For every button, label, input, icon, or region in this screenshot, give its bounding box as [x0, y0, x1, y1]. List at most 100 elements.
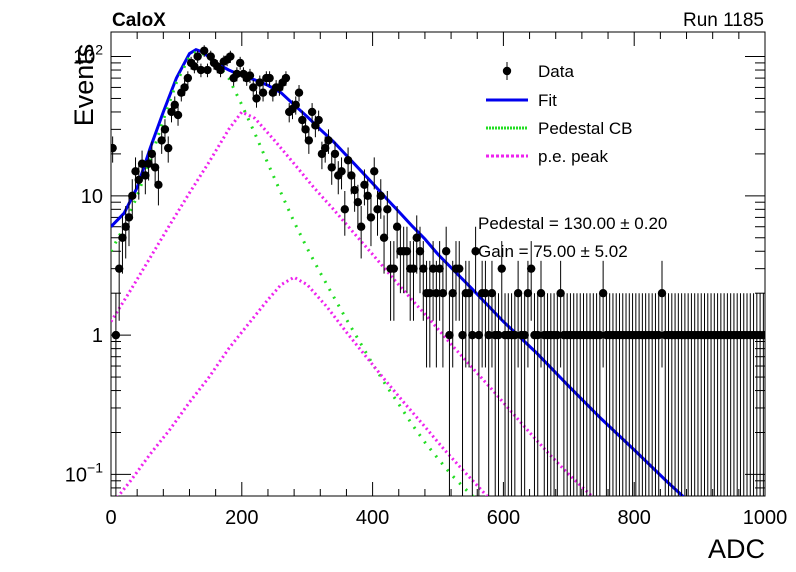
data-point	[510, 293, 520, 496]
data-point	[183, 71, 193, 86]
data-marker	[526, 264, 536, 273]
data-marker	[340, 205, 350, 214]
data-marker	[180, 83, 189, 92]
data-point	[141, 161, 150, 195]
data-marker	[298, 115, 307, 125]
data-marker	[147, 149, 157, 159]
data-point	[553, 293, 562, 496]
data-marker	[448, 288, 457, 298]
x-tick-label: 800	[618, 507, 651, 529]
data-marker	[320, 143, 330, 153]
y-tick-label: 10	[81, 186, 103, 208]
data-marker	[415, 247, 425, 256]
data-marker	[183, 73, 193, 83]
data-marker	[468, 330, 477, 340]
y-tick-label: 102	[73, 42, 103, 69]
data-marker	[199, 46, 209, 55]
data-marker	[510, 330, 520, 340]
data-point	[536, 260, 546, 368]
legend: Data Fit Pedestal CB p.e. peak	[486, 62, 633, 166]
data-marker	[134, 175, 143, 185]
data-marker	[409, 264, 418, 273]
data-point	[657, 260, 667, 368]
data-point	[523, 260, 533, 368]
data-marker	[111, 330, 121, 340]
data-point	[389, 241, 399, 321]
data-point	[402, 226, 412, 294]
data-marker	[226, 52, 235, 61]
data-marker	[114, 264, 124, 273]
data-point	[147, 141, 157, 170]
y-tick-label: 1	[92, 325, 103, 347]
data-marker	[455, 264, 464, 273]
data-point	[343, 147, 353, 177]
data-marker	[533, 330, 542, 340]
data-point	[164, 136, 173, 163]
data-marker	[304, 136, 314, 145]
data-point	[484, 293, 493, 496]
data-marker	[343, 156, 353, 165]
data-marker	[160, 125, 170, 134]
data-marker	[307, 107, 317, 117]
data-marker	[353, 198, 363, 207]
data-marker	[464, 288, 474, 298]
plot-frame	[110, 31, 766, 497]
data-marker	[657, 288, 667, 298]
data-marker	[438, 288, 448, 298]
data-point	[474, 293, 484, 496]
data-point	[425, 260, 435, 368]
data-point	[111, 293, 121, 496]
data-point	[294, 85, 304, 102]
data-point	[190, 60, 199, 74]
x-tick-label: 400	[356, 507, 389, 529]
data-point	[494, 293, 503, 496]
data-marker	[154, 180, 163, 189]
data-marker	[654, 330, 663, 340]
data-marker	[556, 288, 565, 298]
data-marker	[432, 288, 441, 298]
data-marker	[249, 83, 258, 92]
data-point	[595, 293, 605, 496]
data-point	[203, 63, 212, 78]
data-marker	[494, 330, 503, 340]
data-marker	[435, 264, 444, 273]
data-point	[383, 191, 392, 236]
data-point	[245, 68, 255, 84]
data-marker	[419, 264, 428, 273]
data-point	[307, 103, 317, 123]
data-point	[330, 141, 340, 170]
data-marker	[196, 65, 206, 75]
data-marker	[216, 65, 225, 75]
data-marker	[170, 100, 179, 110]
data-point	[193, 50, 202, 63]
legend-entry: p.e. peak	[486, 147, 608, 166]
data-marker	[520, 330, 529, 340]
data-marker	[337, 167, 346, 176]
data-marker	[383, 205, 392, 214]
data-point	[412, 215, 421, 274]
data-point	[373, 191, 382, 236]
data-point	[180, 80, 189, 96]
data-point	[291, 96, 300, 115]
data-point	[196, 63, 206, 78]
legend-entry: Fit	[486, 91, 557, 110]
data-marker	[144, 159, 153, 168]
data-marker	[347, 171, 356, 180]
data-marker	[137, 159, 147, 168]
legend-label: Pedestal CB	[538, 119, 633, 138]
data-point	[199, 45, 209, 57]
data-point	[415, 226, 425, 294]
data-marker	[206, 52, 215, 61]
data-point	[458, 293, 467, 496]
data-marker	[294, 88, 304, 97]
data-marker	[164, 143, 173, 153]
data-marker	[118, 233, 127, 242]
data-marker	[363, 191, 372, 201]
data-marker	[235, 58, 245, 68]
data-point	[255, 75, 264, 91]
data-point	[111, 136, 117, 163]
data-point	[435, 241, 444, 321]
data-point	[350, 174, 359, 212]
data-marker	[458, 330, 467, 340]
